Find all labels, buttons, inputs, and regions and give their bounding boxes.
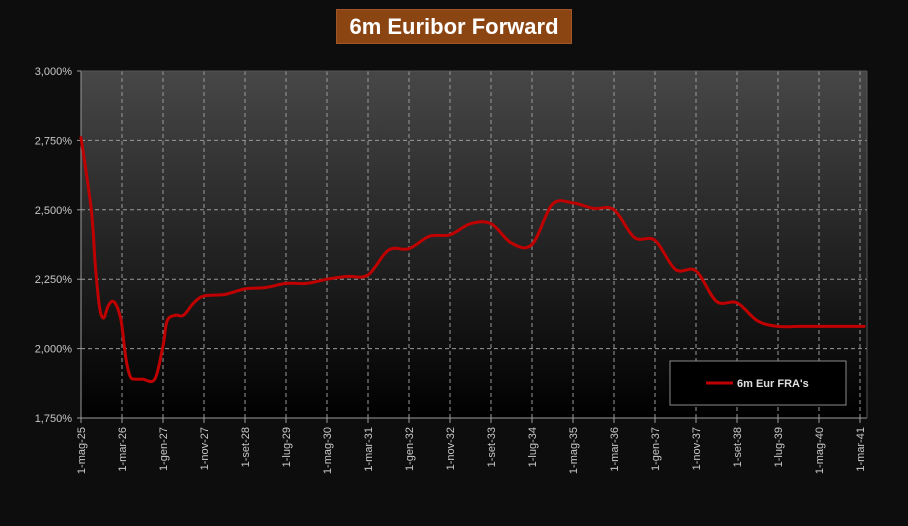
chart-title-box: 6m Euribor Forward <box>336 9 572 44</box>
y-tick-label: 2,000% <box>35 344 73 356</box>
axes: 1,750% 2,000% 2,250% 2,500% 2,750% 3,000% 1-ma… <box>35 66 868 474</box>
series-line <box>79 136 866 384</box>
x-tick-label: 1-mar-26 <box>117 427 129 472</box>
chart-title: 6m Euribor Forward <box>349 13 559 39</box>
x-tick-label: 1-set-28 <box>240 427 252 467</box>
x-tick-label: 1-lug-34 <box>527 427 539 467</box>
legend: 6m Eur FRA's <box>669 360 847 406</box>
x-tick-label: 1-mag-25 <box>76 427 88 474</box>
x-tick-label: 1-mag-35 <box>568 427 580 474</box>
y-tick-label: 2,500% <box>35 205 73 217</box>
legend-label: 6m Eur FRA's <box>737 378 809 390</box>
x-tick-label: 1-mar-31 <box>363 427 375 472</box>
series-layer <box>79 136 866 384</box>
x-tick-label: 1-nov-27 <box>199 427 211 470</box>
x-tick-label: 1-mar-36 <box>609 427 621 472</box>
x-tick-label: 1-nov-37 <box>691 427 703 470</box>
x-tick-label: 1-set-38 <box>732 427 744 467</box>
x-tick-label: 1-lug-39 <box>773 427 785 467</box>
x-tick-label: 1-lug-29 <box>281 427 293 467</box>
y-tick-label: 2,250% <box>35 274 73 286</box>
y-tick-label: 2,750% <box>35 135 73 147</box>
x-tick-label: 1-gen-32 <box>404 427 416 471</box>
x-tick-label: 1-mar-41 <box>855 427 867 472</box>
y-tick-label: 3,000% <box>35 66 73 78</box>
x-tick-label: 1-set-33 <box>486 427 498 467</box>
x-tick-label: 1-gen-37 <box>650 427 662 471</box>
x-tick-label: 1-mag-40 <box>814 427 826 474</box>
legend-box <box>669 360 847 406</box>
x-tick-label: 1-nov-32 <box>445 427 457 470</box>
y-tick-label: 1,750% <box>35 413 73 425</box>
x-tick-label: 1-gen-27 <box>158 427 170 471</box>
plot-area <box>81 71 867 418</box>
x-tick-label: 1-mag-30 <box>322 427 334 474</box>
